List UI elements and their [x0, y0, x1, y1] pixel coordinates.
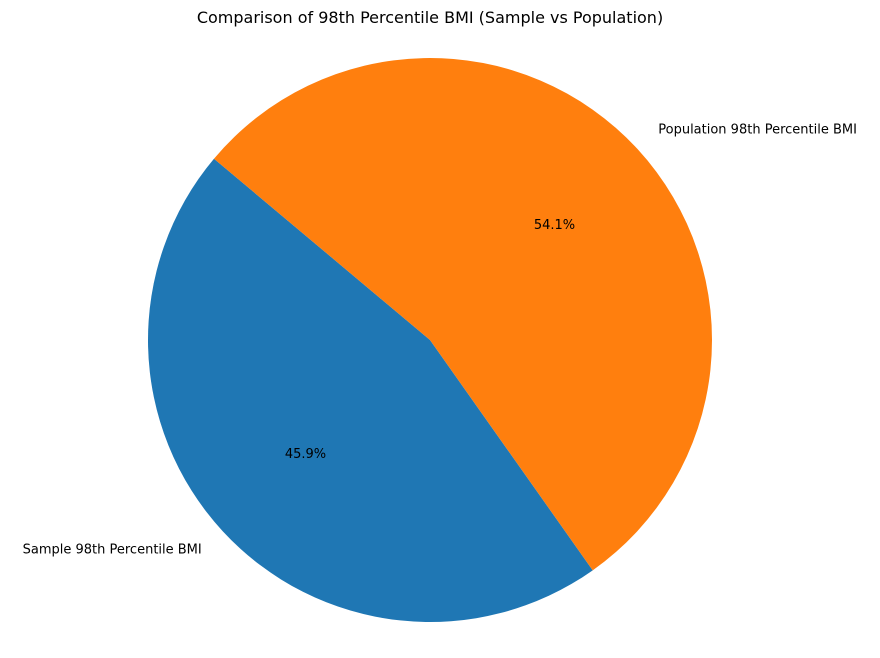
slice-label-1: Population 98th Percentile BMI — [658, 122, 857, 137]
slice-pct-label-1: 54.1% — [534, 218, 575, 233]
slice-pct-label-0: 45.9% — [285, 447, 326, 462]
pie-slices — [147, 58, 712, 623]
pie-slice-0 — [147, 158, 593, 623]
chart-title: Comparison of 98th Percentile BMI (Sampl… — [197, 8, 663, 27]
pie-labels: Sample 98th Percentile BMI 45.9% Populatio… — [23, 122, 857, 557]
pie-slice-1 — [213, 58, 712, 571]
slice-label-0: Sample 98th Percentile BMI — [23, 543, 202, 558]
